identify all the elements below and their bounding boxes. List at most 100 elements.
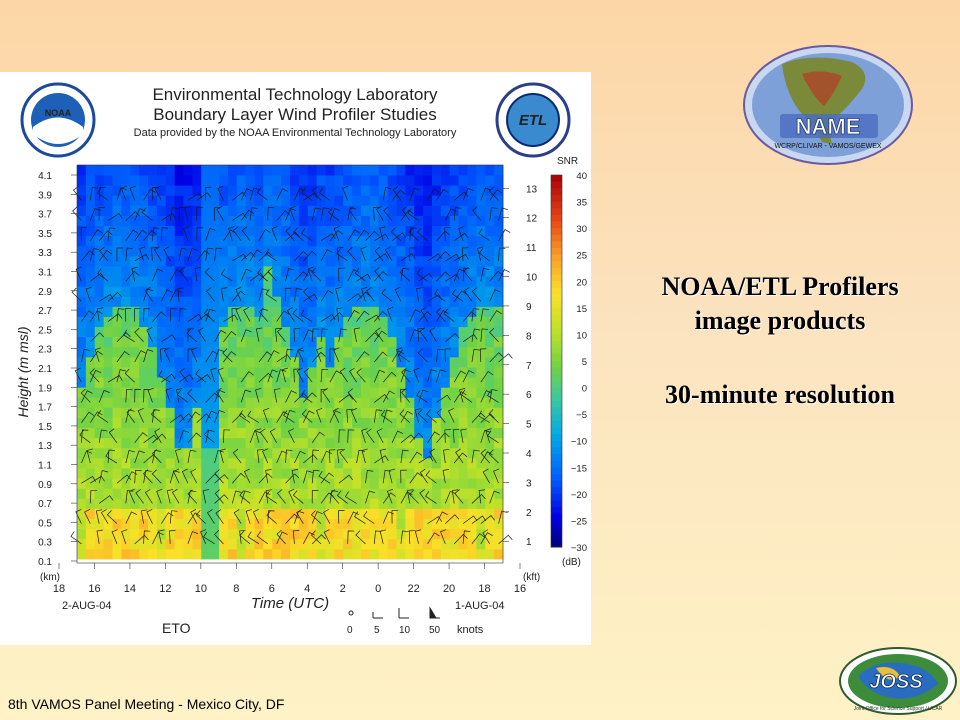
wind-barb — [374, 253, 389, 262]
heatmap-cell — [165, 195, 176, 206]
heatmap-cell — [94, 205, 105, 216]
heatmap-cell — [458, 205, 468, 216]
wind-barb — [81, 475, 96, 484]
heatmap-cell — [298, 215, 309, 227]
wind-barb — [347, 229, 361, 241]
wind-barb — [489, 270, 503, 282]
heatmap-cell — [165, 478, 176, 489]
wind-barb — [143, 530, 151, 544]
heatmap-cell — [387, 316, 397, 328]
heatmap-cell — [112, 165, 122, 176]
wind-barb — [116, 474, 132, 484]
wind-barb — [125, 409, 135, 423]
wind-barb — [356, 229, 370, 241]
heatmap-cell — [219, 235, 229, 247]
y-tick-label: 0.7 — [38, 499, 52, 510]
heatmap-cell — [334, 306, 344, 317]
heatmap-cell — [148, 215, 158, 227]
heatmap-cell — [378, 468, 389, 479]
heatmap-cell — [121, 407, 131, 418]
heatmap-cell — [121, 387, 131, 398]
heatmap-cell — [227, 427, 238, 439]
wind-barb — [276, 529, 286, 545]
wind-barb — [320, 472, 334, 484]
heatmap-cell — [440, 245, 451, 257]
wind-barb — [147, 387, 154, 403]
heatmap-cell — [112, 286, 122, 297]
heatmap-cell — [281, 367, 291, 378]
heatmap-cell — [174, 255, 184, 267]
heatmap-cell — [494, 488, 504, 499]
wind-barb — [137, 407, 144, 423]
wind-barb — [293, 328, 301, 342]
heatmap-cell — [290, 175, 300, 186]
heatmap-cell — [130, 417, 140, 429]
heatmap-cell — [325, 548, 335, 560]
heatmap-cell — [121, 548, 131, 560]
heatmap-cell — [352, 346, 362, 358]
heatmap-cell — [405, 397, 415, 408]
heatmap-cell — [103, 437, 113, 449]
heatmap-cell — [494, 255, 504, 267]
wind-barb — [99, 294, 114, 302]
heatmap-cell — [343, 377, 353, 388]
heatmap-cell — [85, 437, 96, 449]
wind-barb — [316, 408, 323, 423]
heatmap-cell — [432, 407, 442, 418]
heatmap-cell — [103, 387, 113, 398]
heatmap-cell — [458, 276, 468, 287]
wind-barb — [288, 428, 295, 443]
wind-barb — [232, 412, 247, 423]
heatmap-cell — [148, 488, 158, 499]
heatmap-cell — [307, 367, 318, 378]
heatmap-cell — [387, 468, 397, 479]
heatmap-cell — [414, 508, 424, 519]
wind-barb — [396, 347, 403, 363]
wind-barb — [202, 489, 210, 504]
heatmap-cell — [449, 447, 460, 459]
heatmap-cells — [77, 165, 504, 560]
heatmap-cell — [165, 548, 176, 560]
heatmap-cell — [476, 528, 486, 540]
heatmap-cell — [449, 377, 460, 388]
heatmap-cell — [201, 346, 211, 358]
heatmap-cell — [316, 286, 326, 297]
heatmap-cell — [281, 205, 291, 216]
heatmap-cell — [432, 195, 442, 206]
wind-barb — [480, 429, 491, 443]
heatmap-cell — [494, 276, 504, 287]
heatmap-cell — [121, 508, 131, 519]
wind-barb — [285, 390, 297, 403]
wind-barb — [81, 310, 94, 322]
heatmap-cell — [334, 185, 344, 196]
heatmap-cell — [103, 255, 113, 267]
wind-barb — [311, 449, 319, 464]
heatmap-cell — [352, 397, 362, 408]
heatmap-cell — [281, 286, 291, 297]
heatmap-cell — [458, 508, 468, 519]
wind-barb — [301, 228, 313, 242]
wind-barb — [374, 246, 384, 262]
heatmap-cell — [440, 205, 451, 216]
heatmap-cell — [325, 407, 335, 418]
wind-barb — [80, 388, 91, 403]
heatmap-cell — [227, 397, 238, 408]
heatmap-cell — [254, 498, 264, 509]
heatmap-cell — [112, 225, 122, 237]
heatmap-cell — [423, 185, 433, 196]
heatmap-cell — [254, 437, 264, 449]
heatmap-cell — [245, 316, 255, 328]
heatmap-cell — [254, 215, 264, 227]
heatmap-cell — [334, 276, 344, 287]
wind-barb — [196, 250, 210, 262]
wind-barb — [436, 188, 449, 201]
heatmap-cell — [210, 367, 220, 378]
heatmap-cell — [254, 447, 264, 459]
heatmap-cell — [121, 316, 131, 328]
heatmap-cell — [387, 266, 397, 277]
heatmap-cell — [485, 498, 495, 509]
heatmap-cell — [77, 528, 87, 540]
heatmap-cell — [369, 316, 380, 328]
wind-barb — [453, 191, 469, 201]
heatmap-cell — [343, 286, 353, 297]
